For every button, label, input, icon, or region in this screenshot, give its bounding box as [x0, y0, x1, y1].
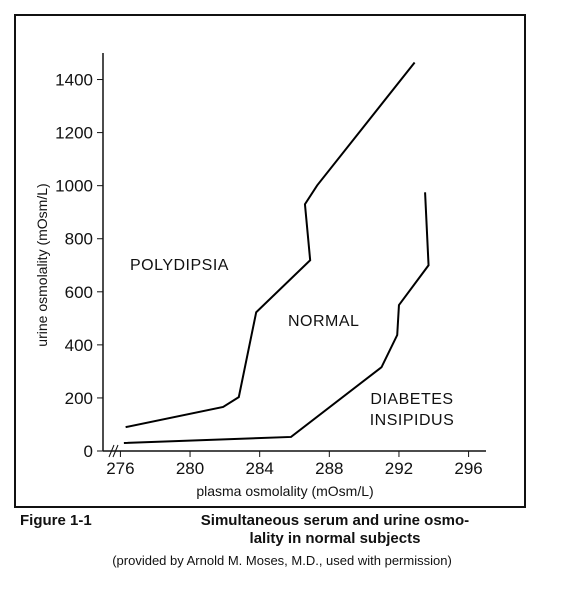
x-tick-label: 284: [245, 459, 273, 478]
figure-title-line: lality in normal subjects: [249, 530, 421, 547]
x-tick-label: 280: [176, 459, 204, 478]
chart: plasma osmolality (mOsm/L) urine osmolal…: [14, 14, 526, 508]
x-tick-label: 296: [454, 459, 482, 478]
y-tick-label: 800: [65, 230, 93, 249]
region-label: POLYDIPSIA: [130, 257, 229, 274]
figure-credit: (provided by Arnold M. Moses, M.D., used…: [112, 553, 452, 568]
y-tick-label: 600: [65, 283, 93, 302]
region-label: INSIPIDUS: [370, 412, 455, 429]
axis-break: [108, 444, 119, 458]
figure-title: Simultaneous serum and urine osmo- lalit…: [135, 512, 535, 548]
frame: [14, 14, 526, 508]
boundary-line: [125, 61, 416, 429]
region-label: NORMAL: [288, 313, 359, 330]
y-tick-label: 400: [65, 336, 93, 355]
x-tick-label: 292: [385, 459, 413, 478]
y-tick-label: 200: [65, 389, 93, 408]
y-tick-label: 1400: [55, 71, 93, 90]
boundary-line: [123, 192, 430, 445]
x-tick-label: 288: [315, 459, 343, 478]
y-tick-label: 0: [84, 442, 93, 461]
y-axis-label: urine osmolality (mOsm/L): [34, 183, 50, 346]
figure-number: Figure 1-1: [20, 512, 92, 529]
figure-title-line: Simultaneous serum and urine osmo-: [200, 512, 470, 529]
y-tick-label: 1200: [55, 124, 93, 143]
y-tick-label: 1000: [55, 177, 93, 196]
x-tick-label: 276: [106, 459, 134, 478]
region-label: DIABETES: [370, 391, 453, 408]
x-axis-label: plasma osmolality (mOsm/L): [196, 483, 373, 499]
